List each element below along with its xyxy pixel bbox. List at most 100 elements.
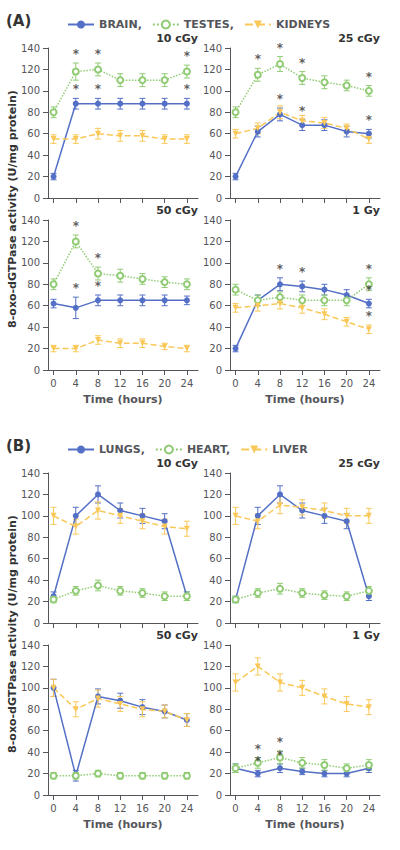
svg-text:40: 40 — [209, 747, 222, 758]
svg-text:10 cGy: 10 cGy — [156, 32, 198, 45]
svg-text:100: 100 — [21, 510, 40, 521]
svg-text:8: 8 — [277, 378, 283, 389]
svg-text:120: 120 — [21, 64, 40, 75]
svg-text:*: * — [366, 70, 373, 84]
svg-text:HEART,: HEART, — [187, 443, 230, 456]
svg-text:0: 0 — [50, 803, 56, 814]
svg-text:0: 0 — [216, 790, 222, 801]
svg-text:*: * — [277, 41, 284, 55]
svg-text:10 cGy: 10 cGy — [156, 457, 198, 470]
svg-text:20: 20 — [209, 171, 222, 182]
svg-text:8: 8 — [277, 803, 283, 814]
svg-text:*: * — [255, 754, 262, 768]
svg-text:0: 0 — [216, 193, 222, 204]
svg-text:0: 0 — [216, 365, 222, 376]
svg-text:8-oxo-dGTPase activity (U/mg p: 8-oxo-dGTPase activity (U/mg protein) — [6, 515, 19, 753]
svg-text:120: 120 — [203, 489, 222, 500]
svg-text:16: 16 — [136, 378, 149, 389]
svg-text:4: 4 — [73, 803, 79, 814]
svg-text:16: 16 — [318, 803, 331, 814]
svg-text:60: 60 — [209, 725, 222, 736]
svg-text:20: 20 — [209, 596, 222, 607]
svg-text:20: 20 — [209, 343, 222, 354]
svg-text:12: 12 — [296, 378, 309, 389]
svg-text:40: 40 — [209, 322, 222, 333]
svg-text:*: * — [95, 47, 102, 61]
svg-text:80: 80 — [27, 279, 40, 290]
svg-text:1 Gy: 1 Gy — [352, 629, 380, 642]
svg-text:20: 20 — [27, 343, 40, 354]
svg-text:TESTES,: TESTES, — [184, 18, 234, 31]
svg-text:*: * — [95, 251, 102, 265]
svg-text:40: 40 — [209, 575, 222, 586]
svg-text:24: 24 — [363, 803, 376, 814]
svg-text:Time (hours): Time (hours) — [83, 818, 162, 831]
svg-text:140: 140 — [21, 43, 40, 54]
svg-text:*: * — [366, 309, 373, 323]
svg-text:80: 80 — [27, 532, 40, 543]
svg-text:*: * — [255, 52, 262, 66]
svg-text:60: 60 — [27, 553, 40, 564]
svg-text:*: * — [73, 219, 80, 233]
svg-text:0: 0 — [232, 803, 238, 814]
svg-text:80: 80 — [209, 704, 222, 715]
svg-text:20: 20 — [158, 378, 171, 389]
svg-text:*: * — [95, 279, 102, 293]
svg-text:*: * — [277, 748, 284, 762]
svg-text:80: 80 — [209, 279, 222, 290]
svg-text:(B): (B) — [6, 437, 31, 455]
svg-text:8-oxo-dGTPase activity (U/mg p: 8-oxo-dGTPase activity (U/mg protein) — [6, 90, 19, 328]
svg-text:0: 0 — [34, 365, 40, 376]
svg-text:*: * — [299, 104, 306, 118]
svg-text:Time (hours): Time (hours) — [265, 393, 344, 406]
svg-text:0: 0 — [34, 618, 40, 629]
svg-text:*: * — [277, 92, 284, 106]
svg-text:80: 80 — [27, 107, 40, 118]
svg-text:1 Gy: 1 Gy — [352, 204, 380, 217]
svg-text:40: 40 — [27, 575, 40, 586]
svg-text:*: * — [277, 262, 284, 276]
svg-text:12: 12 — [114, 378, 127, 389]
svg-text:60: 60 — [27, 725, 40, 736]
svg-text:120: 120 — [203, 64, 222, 75]
svg-text:*: * — [277, 735, 284, 749]
svg-text:20: 20 — [158, 803, 171, 814]
svg-text:140: 140 — [203, 468, 222, 479]
svg-text:Time (hours): Time (hours) — [265, 818, 344, 831]
svg-text:50 cGy: 50 cGy — [156, 629, 198, 642]
svg-text:16: 16 — [318, 378, 331, 389]
svg-text:80: 80 — [209, 532, 222, 543]
svg-text:120: 120 — [203, 236, 222, 247]
svg-text:8: 8 — [95, 803, 101, 814]
svg-text:20: 20 — [27, 596, 40, 607]
svg-text:*: * — [366, 262, 373, 276]
svg-text:20: 20 — [340, 378, 353, 389]
svg-text:BRAIN,: BRAIN, — [99, 18, 142, 31]
svg-text:(A): (A) — [6, 12, 31, 30]
svg-text:12: 12 — [114, 803, 127, 814]
svg-text:8: 8 — [95, 378, 101, 389]
svg-text:60: 60 — [209, 553, 222, 564]
svg-text:0: 0 — [232, 378, 238, 389]
svg-text:20: 20 — [209, 768, 222, 779]
svg-text:0: 0 — [216, 618, 222, 629]
svg-text:100: 100 — [21, 682, 40, 693]
svg-text:LIVER: LIVER — [272, 443, 308, 456]
svg-text:*: * — [184, 82, 191, 96]
svg-text:60: 60 — [209, 128, 222, 139]
svg-text:0: 0 — [34, 193, 40, 204]
svg-text:100: 100 — [203, 257, 222, 268]
svg-text:50 cGy: 50 cGy — [156, 204, 198, 217]
svg-text:Time (hours): Time (hours) — [83, 393, 162, 406]
svg-text:*: * — [366, 113, 373, 127]
svg-text:100: 100 — [203, 682, 222, 693]
svg-text:100: 100 — [21, 85, 40, 96]
svg-text:16: 16 — [136, 803, 149, 814]
svg-text:100: 100 — [21, 257, 40, 268]
svg-text:40: 40 — [27, 747, 40, 758]
svg-text:120: 120 — [21, 489, 40, 500]
svg-text:*: * — [299, 56, 306, 70]
svg-text:80: 80 — [27, 704, 40, 715]
svg-text:40: 40 — [27, 322, 40, 333]
svg-text:40: 40 — [209, 150, 222, 161]
